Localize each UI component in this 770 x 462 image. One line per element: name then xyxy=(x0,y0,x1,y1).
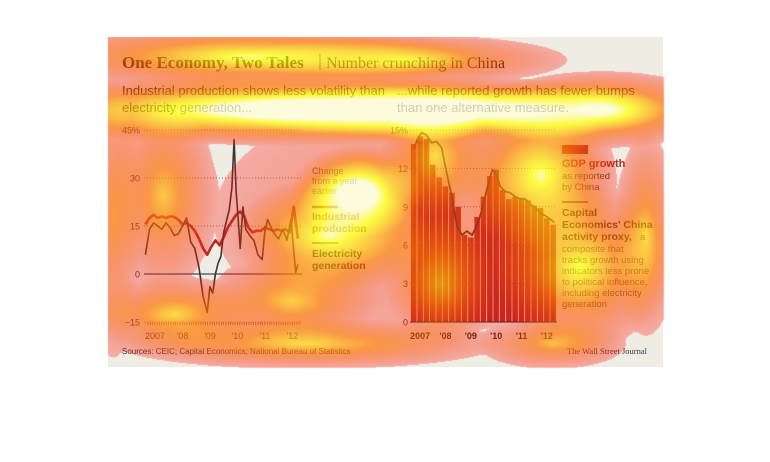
gdp-growth-bar xyxy=(531,205,537,322)
gdp-growth-bar xyxy=(411,144,417,322)
page-title: One Economy, Two Tales xyxy=(122,53,304,72)
x-tick-label: '08 xyxy=(439,331,451,341)
x-tick-label: '12 xyxy=(287,331,299,341)
gdp-growth-bar xyxy=(525,200,531,322)
y-tick-label: 9 xyxy=(403,202,408,212)
gdp-legend-label: GDP growth xyxy=(562,158,626,170)
x-tick-label: '10 xyxy=(232,331,244,341)
legend-line: Electricity xyxy=(312,248,362,260)
y-tick-label: 15 xyxy=(130,222,140,232)
x-tick-label: '08 xyxy=(177,331,189,341)
legend-line: including electricity xyxy=(562,288,642,299)
legend-line: activity proxy, xyxy=(562,231,632,243)
gdp-growth-bar xyxy=(537,208,544,322)
legend-line: Capital xyxy=(562,207,597,219)
x-tick-label: '09 xyxy=(465,331,477,341)
legend-line: generation xyxy=(312,260,366,272)
gdp-growth-bar xyxy=(544,218,550,322)
legend-line: Economics' China xyxy=(562,219,653,231)
x-tick-label: '11 xyxy=(516,331,528,341)
sources-note: Sources: CEIC; Capital Economics; Nation… xyxy=(122,347,351,356)
y-tick-label: 12 xyxy=(398,164,408,174)
right-chart-title-line: than one alternative measure. xyxy=(397,100,569,115)
gdp-growth-bar xyxy=(417,136,423,322)
x-tick-label: 2007 xyxy=(145,331,165,341)
legend-line: by China xyxy=(562,182,600,193)
gdp-growth-bar xyxy=(461,235,468,322)
right-chart-title-line: ...while reported growth has fewer bumps xyxy=(397,83,635,98)
x-tick-label: 2007 xyxy=(410,331,430,341)
y-tick-label: 45% xyxy=(122,126,140,136)
x-tick-label: '12 xyxy=(541,331,553,341)
x-tick-label: '10 xyxy=(490,331,502,341)
industrial-legend-label: Industrial production xyxy=(312,211,367,235)
gdp-growth-bar xyxy=(430,164,436,322)
legend-line: generation xyxy=(562,299,607,310)
legend-line: indicators less prone xyxy=(562,266,649,277)
y-tick-label: 6 xyxy=(403,241,408,251)
gdp-growth-bar xyxy=(436,177,442,322)
legend-line: production xyxy=(312,223,367,235)
y-tick-label: 3 xyxy=(403,279,408,289)
y-tick-label: 15% xyxy=(390,126,408,136)
gdp-legend-swatch xyxy=(562,145,588,154)
gdp-growth-bar xyxy=(474,217,480,322)
left-chart-title-line: electricity generation... xyxy=(122,100,252,115)
gdp-growth-bar xyxy=(506,199,512,322)
gdp-growth-bar xyxy=(518,197,525,322)
annotation-line: earlier xyxy=(312,186,337,196)
y-tick-label: 30 xyxy=(130,174,140,184)
legend-line: a xyxy=(640,232,646,243)
gdp-growth-bar xyxy=(468,237,474,322)
gdp-growth-bar xyxy=(512,196,518,322)
legend-line: as reported xyxy=(562,171,610,182)
gdp-growth-bar xyxy=(493,169,499,322)
y-tick-label: −15 xyxy=(125,318,140,328)
page-subtitle: Number crunching in China xyxy=(326,55,505,72)
annotation-line: Change xyxy=(312,166,344,176)
gdp-growth-bar xyxy=(499,190,506,322)
electricity-legend-label: Electricity generation xyxy=(312,248,366,272)
y-tick-label: 0 xyxy=(403,318,408,328)
legend-line: composite that xyxy=(562,244,624,255)
legend-line: tracks growth using xyxy=(562,255,644,266)
x-tick-label: '11 xyxy=(259,331,270,341)
publisher-credit: The Wall Street Journal xyxy=(567,346,648,356)
y-tick-label: 0 xyxy=(135,270,140,280)
legend-line: to political influence, xyxy=(562,277,648,288)
gdp-growth-bar xyxy=(487,176,493,322)
legend-line: Industrial xyxy=(312,211,359,223)
gdp-growth-bar xyxy=(423,139,430,322)
gdp-growth-bar xyxy=(480,196,487,322)
gdp-growth-bar xyxy=(550,224,556,322)
x-tick-label: '09 xyxy=(204,331,216,341)
annotation-line: from a year xyxy=(312,176,358,186)
left-chart-title-line: Industrial production shows less volatil… xyxy=(122,83,385,98)
